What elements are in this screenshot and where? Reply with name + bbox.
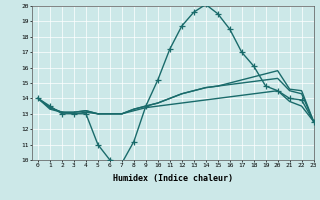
X-axis label: Humidex (Indice chaleur): Humidex (Indice chaleur) bbox=[113, 174, 233, 183]
